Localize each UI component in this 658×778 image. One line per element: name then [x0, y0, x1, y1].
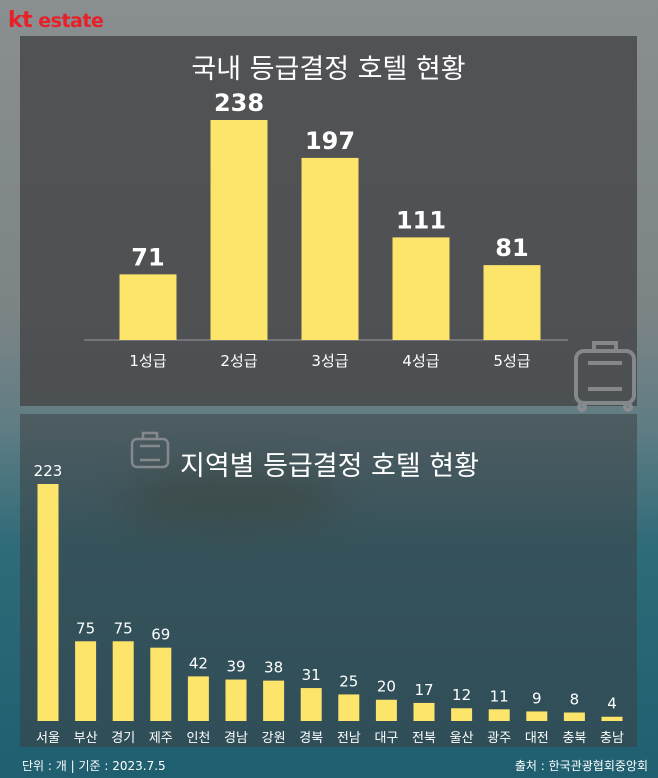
bar [413, 702, 435, 721]
data-label: 42 [189, 654, 208, 672]
category-label: 충남 [600, 731, 624, 746]
bar [488, 709, 510, 721]
bar [526, 711, 548, 721]
category-label: 서울 [36, 731, 60, 746]
bar [112, 641, 134, 721]
data-label: 223 [34, 462, 63, 480]
data-label: 4 [607, 695, 617, 713]
regional-chart-panel: 223 서울 75 부산 75 경기 69 제주 42 인천 39 경남 38 강원 31 경북 25 전남 20 대… [20, 414, 637, 747]
chart-title: 지역별 등급결정 호텔 현황 [180, 451, 479, 482]
category-label: 1성급 [129, 352, 166, 370]
data-label: 12 [452, 686, 471, 704]
bar [187, 676, 209, 721]
bar [451, 708, 473, 721]
category-label: 전남 [337, 731, 361, 746]
data-label: 31 [302, 666, 321, 684]
bar [37, 484, 59, 721]
unit-date-note: 단위 : 개 | 기준 : 2023.7.5 [22, 759, 166, 773]
category-label: 경기 [111, 731, 135, 746]
suitcase-icon [574, 341, 636, 412]
bar [601, 716, 623, 721]
bar [338, 694, 360, 721]
data-label: 17 [414, 681, 433, 699]
bar [300, 688, 322, 721]
data-label: 20 [377, 678, 396, 696]
data-label: 69 [151, 626, 170, 644]
category-label: 광주 [487, 731, 511, 746]
category-label: 대구 [374, 731, 398, 746]
bar [563, 712, 585, 721]
data-label: 81 [495, 234, 528, 262]
category-label: 대전 [525, 731, 549, 746]
bar [119, 274, 177, 340]
bar [210, 120, 268, 340]
category-label: 3성급 [311, 352, 348, 370]
national-chart-panel: 국내 등급결정 호텔 현황 71 1성급 238 2성급 197 3성급 111 4성급 81 5… [20, 36, 637, 412]
category-label: 제주 [149, 731, 173, 746]
data-label: 38 [264, 659, 283, 677]
data-label: 75 [114, 619, 133, 637]
bar [483, 265, 541, 340]
bar [75, 641, 97, 721]
bar [392, 237, 450, 340]
data-label: 8 [570, 690, 580, 708]
data-label: 238 [214, 89, 264, 117]
category-label: 5성급 [493, 352, 530, 370]
kt-estate-logo: kt estate [8, 8, 104, 33]
category-label: 전북 [412, 731, 436, 746]
category-label: 2성급 [220, 352, 257, 370]
category-label: 인천 [186, 731, 210, 746]
data-label: 39 [226, 658, 245, 676]
category-label: 경남 [224, 731, 248, 746]
category-label: 경북 [299, 731, 323, 746]
bar [263, 680, 285, 721]
data-label: 11 [490, 687, 509, 705]
category-label: 부산 [74, 731, 98, 746]
bar [225, 679, 247, 721]
national-grade-chart: 71 1성급 238 2성급 197 3성급 111 4성급 81 5성급 [84, 89, 636, 412]
data-label: 71 [131, 243, 164, 271]
data-label: 111 [396, 206, 446, 234]
bar [375, 699, 397, 721]
bar [301, 157, 359, 340]
data-label: 75 [76, 619, 95, 637]
data-label: 197 [305, 127, 355, 155]
category-label: 충북 [562, 731, 586, 746]
category-label: 4성급 [402, 352, 439, 370]
suitcase-icon [130, 431, 170, 469]
data-label: 25 [339, 672, 358, 690]
bar [150, 647, 172, 721]
category-label: 강원 [262, 731, 286, 746]
regional-grade-chart: 223 서울 75 부산 75 경기 69 제주 42 인천 39 경남 38 강원 31 경북 25 전남 20 대… [34, 431, 624, 746]
source-note: 출처 : 한국관광협회중앙회 [514, 759, 648, 773]
data-label: 9 [532, 689, 542, 707]
chart-title: 국내 등급결정 호텔 현황 [191, 54, 466, 85]
category-label: 울산 [450, 731, 474, 746]
